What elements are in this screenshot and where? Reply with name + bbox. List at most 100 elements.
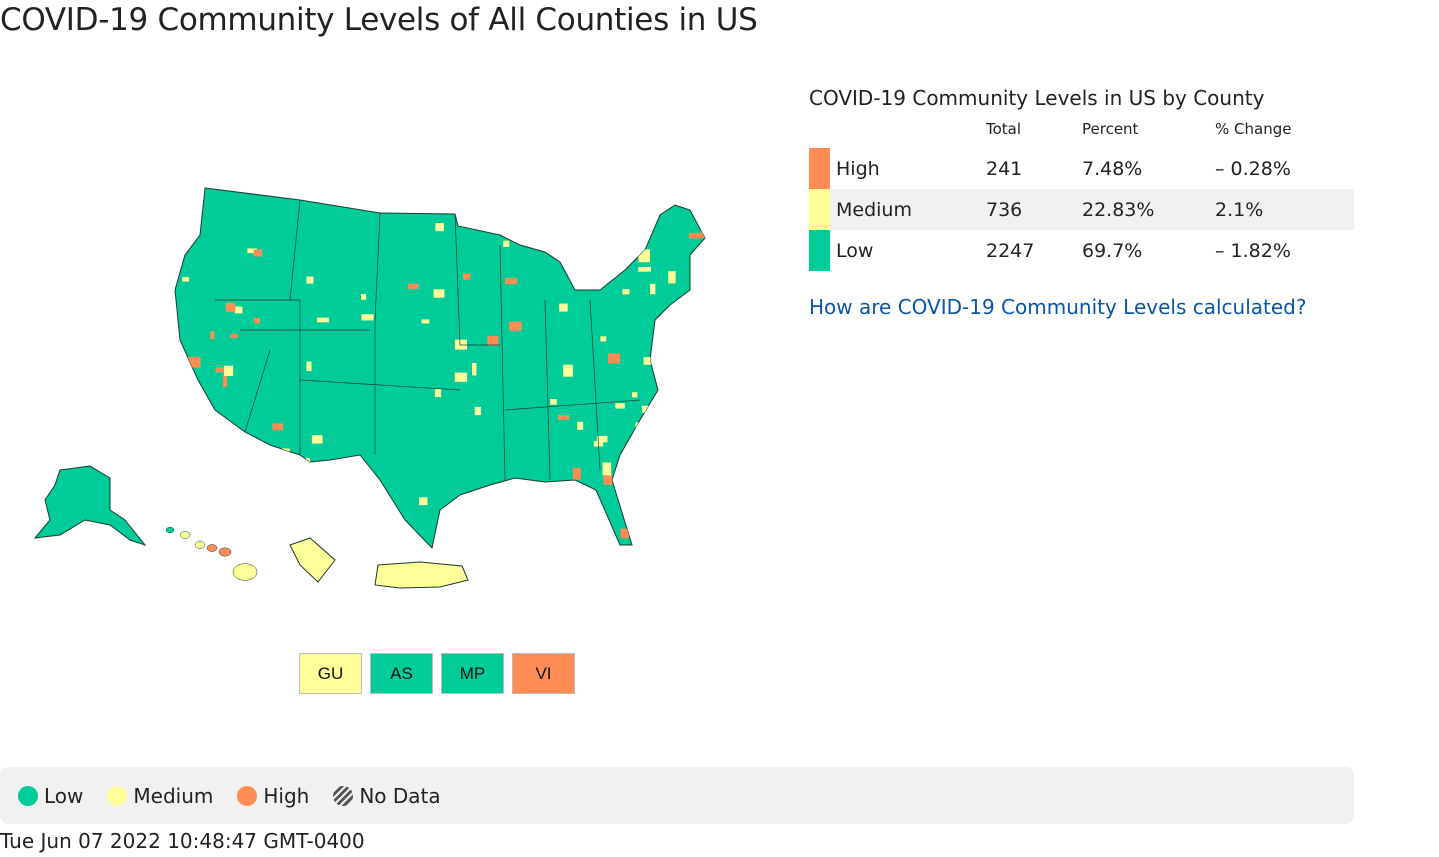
county-patch[interactable] xyxy=(454,524,463,530)
county-patch[interactable] xyxy=(659,196,669,202)
hawaii-island[interactable] xyxy=(232,563,258,581)
island-territory[interactable] xyxy=(289,537,336,583)
county-patch[interactable] xyxy=(253,317,260,324)
county-patch[interactable] xyxy=(656,402,668,409)
county-patch[interactable] xyxy=(230,433,236,440)
territory-vi[interactable]: VI xyxy=(512,653,575,694)
county-patch[interactable] xyxy=(620,528,629,539)
county-patch[interactable] xyxy=(600,336,607,342)
county-patch[interactable] xyxy=(541,497,549,510)
county-patch[interactable] xyxy=(612,214,618,224)
county-patch[interactable] xyxy=(596,435,608,443)
territory-gu[interactable]: GU xyxy=(299,653,362,694)
county-patch[interactable] xyxy=(190,380,198,387)
county-patch[interactable] xyxy=(622,289,630,295)
hawaii-island[interactable] xyxy=(179,531,191,539)
county-patch[interactable] xyxy=(407,283,419,289)
county-patch[interactable] xyxy=(474,406,482,416)
county-patch[interactable] xyxy=(225,302,236,312)
county-patch[interactable] xyxy=(615,403,625,409)
county-patch[interactable] xyxy=(452,535,458,541)
territory-mp[interactable]: MP xyxy=(441,653,504,694)
county-patch[interactable] xyxy=(182,277,190,282)
county-patch[interactable] xyxy=(222,374,227,388)
hawaii[interactable] xyxy=(165,526,258,581)
county-patch[interactable] xyxy=(331,544,336,550)
county-patch[interactable] xyxy=(632,392,638,398)
county-patch[interactable] xyxy=(483,491,488,505)
county-patch[interactable] xyxy=(602,462,612,476)
county-patch[interactable] xyxy=(529,191,540,197)
county-patch[interactable] xyxy=(361,314,374,321)
county-patch[interactable] xyxy=(225,450,231,462)
county-patch[interactable] xyxy=(454,372,468,382)
county-patch[interactable] xyxy=(176,409,182,417)
county-patch[interactable] xyxy=(272,423,284,431)
county-patch[interactable] xyxy=(272,488,283,497)
county-patch[interactable] xyxy=(228,500,236,506)
county-patch[interactable] xyxy=(306,361,312,372)
county-patch[interactable] xyxy=(688,507,694,518)
hawaii-island[interactable] xyxy=(218,547,232,557)
county-patch[interactable] xyxy=(253,249,263,257)
county-patch[interactable] xyxy=(215,366,226,373)
county-patch[interactable] xyxy=(224,365,234,376)
levels-calculation-link[interactable]: How are COVID-19 Community Levels calcul… xyxy=(809,295,1307,319)
county-patch[interactable] xyxy=(638,249,650,263)
county-patch[interactable] xyxy=(550,399,557,405)
county-patch[interactable] xyxy=(454,339,468,350)
county-patch[interactable] xyxy=(533,519,545,525)
county-patch[interactable] xyxy=(559,303,568,312)
county-patch[interactable] xyxy=(245,507,255,512)
county-patch[interactable] xyxy=(199,427,213,435)
county-patch[interactable] xyxy=(306,276,314,284)
county-patch[interactable] xyxy=(557,208,566,222)
county-patch[interactable] xyxy=(563,364,573,377)
county-patch[interactable] xyxy=(577,421,584,430)
county-patch[interactable] xyxy=(308,467,318,476)
county-patch[interactable] xyxy=(509,321,522,331)
county-patch[interactable] xyxy=(603,474,613,485)
county-patch[interactable] xyxy=(435,223,444,232)
county-patch[interactable] xyxy=(419,497,428,506)
county-patch[interactable] xyxy=(234,306,243,314)
county-patch[interactable] xyxy=(586,238,599,245)
county-patch[interactable] xyxy=(574,240,583,248)
county-patch[interactable] xyxy=(472,531,481,544)
county-patch[interactable] xyxy=(230,333,239,339)
county-patch[interactable] xyxy=(503,240,510,248)
county-patch[interactable] xyxy=(524,216,534,228)
county-patch[interactable] xyxy=(360,294,367,300)
hawaii-island[interactable] xyxy=(194,541,206,549)
alaska[interactable] xyxy=(33,465,147,547)
hawaii-island[interactable] xyxy=(165,526,175,534)
county-patch[interactable] xyxy=(549,537,554,548)
county-patch[interactable] xyxy=(476,220,485,227)
county-patch[interactable] xyxy=(650,283,656,295)
county-patch[interactable] xyxy=(504,278,518,285)
county-patch[interactable] xyxy=(553,499,563,509)
county-patch[interactable] xyxy=(487,335,499,346)
county-patch[interactable] xyxy=(299,512,306,518)
county-patch[interactable] xyxy=(247,248,258,254)
county-patch[interactable] xyxy=(638,266,651,272)
county-patch[interactable] xyxy=(694,515,705,526)
county-patch[interactable] xyxy=(643,357,654,365)
county-patch[interactable] xyxy=(694,354,707,367)
county-patch[interactable] xyxy=(210,331,215,340)
county-patch[interactable] xyxy=(689,232,702,239)
county-patch[interactable] xyxy=(472,362,477,376)
contiguous-us[interactable] xyxy=(174,187,706,550)
county-patch[interactable] xyxy=(557,414,570,420)
county-patch[interactable] xyxy=(691,253,696,265)
county-patch[interactable] xyxy=(311,435,323,444)
hawaii-island[interactable] xyxy=(206,544,218,552)
county-patch[interactable] xyxy=(463,273,471,280)
county-patch[interactable] xyxy=(434,389,442,398)
county-patch[interactable] xyxy=(641,405,653,413)
us-county-map[interactable] xyxy=(0,170,760,600)
county-patch[interactable] xyxy=(700,230,708,239)
county-patch[interactable] xyxy=(296,484,302,490)
county-patch[interactable] xyxy=(433,289,445,298)
county-patch[interactable] xyxy=(607,353,620,364)
